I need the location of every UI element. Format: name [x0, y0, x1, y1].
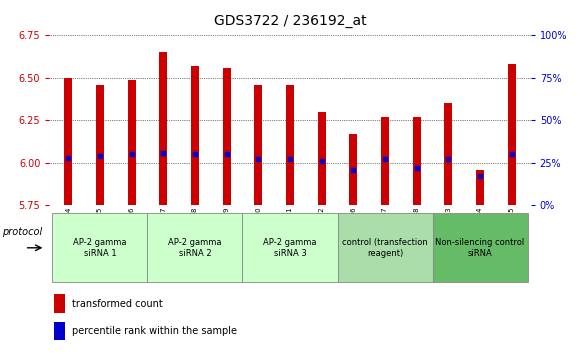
Point — [190, 152, 200, 157]
FancyBboxPatch shape — [338, 213, 433, 282]
Point — [349, 167, 358, 172]
Bar — [413, 117, 420, 205]
Bar — [476, 170, 484, 205]
Bar — [255, 85, 262, 205]
Text: AP-2 gamma
siRNA 3: AP-2 gamma siRNA 3 — [263, 238, 317, 257]
Bar — [286, 85, 294, 205]
Point — [253, 156, 263, 162]
Point — [127, 152, 136, 157]
Bar — [508, 64, 516, 205]
Point — [476, 173, 485, 179]
Point — [159, 150, 168, 155]
Text: Non-silencing control
siRNA: Non-silencing control siRNA — [436, 238, 525, 257]
Text: AP-2 gamma
siRNA 2: AP-2 gamma siRNA 2 — [168, 238, 222, 257]
Bar — [64, 78, 72, 205]
Bar — [54, 322, 65, 340]
FancyBboxPatch shape — [242, 213, 338, 282]
Point — [507, 152, 516, 157]
Point — [222, 152, 231, 157]
Bar — [318, 112, 325, 205]
Text: protocol: protocol — [2, 227, 43, 237]
Text: control (transfection
reagent): control (transfection reagent) — [342, 238, 428, 257]
Text: transformed count: transformed count — [72, 298, 162, 309]
Bar — [128, 80, 136, 205]
FancyBboxPatch shape — [147, 213, 242, 282]
Text: GDS3722 / 236192_at: GDS3722 / 236192_at — [213, 14, 367, 28]
Point — [285, 156, 295, 162]
Bar — [444, 103, 452, 205]
Text: AP-2 gamma
siRNA 1: AP-2 gamma siRNA 1 — [73, 238, 126, 257]
Point — [317, 158, 327, 164]
Point — [64, 155, 73, 161]
Bar — [191, 66, 199, 205]
FancyBboxPatch shape — [433, 213, 528, 282]
Bar — [349, 134, 357, 205]
Point — [444, 156, 453, 162]
Bar — [160, 52, 167, 205]
Bar — [381, 117, 389, 205]
Text: percentile rank within the sample: percentile rank within the sample — [72, 326, 237, 336]
Bar — [54, 295, 65, 313]
Bar — [96, 85, 104, 205]
Point — [95, 153, 104, 159]
Point — [380, 156, 390, 162]
Point — [412, 165, 421, 171]
Bar — [223, 68, 231, 205]
FancyBboxPatch shape — [52, 213, 147, 282]
